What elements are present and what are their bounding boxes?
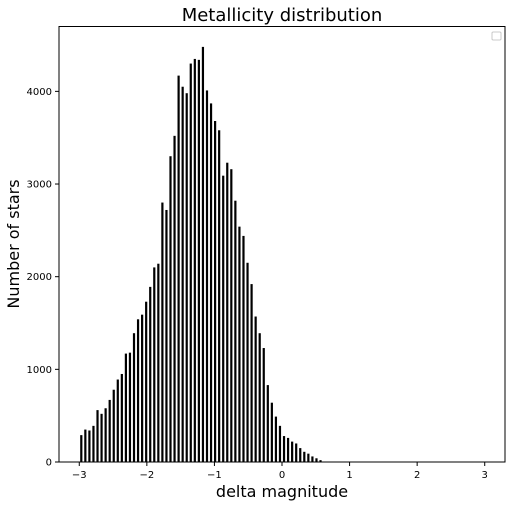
histogram-bar [230,169,233,462]
histogram-bar [214,121,217,462]
histogram-bar [299,448,302,462]
legend-box [491,31,502,41]
y-tick-label: 1000 [27,365,52,376]
histogram-bar [254,316,257,462]
histogram-bar [189,63,192,463]
histogram-bar [209,103,213,462]
histogram-bar [193,58,196,463]
x-axis-label: delta magnitude [216,482,348,501]
histogram-bar [116,379,119,462]
histogram-bar [169,156,172,462]
y-tick-label: 2000 [27,272,52,283]
histogram-bar [226,162,229,462]
histogram-bar [153,267,156,462]
histogram-bar [282,436,286,462]
x-tick-label: −2 [139,470,154,481]
y-axis: 0 1000 2000 3000 4000 [27,87,59,469]
histogram-bar [141,314,144,462]
histogram-bar [149,286,152,462]
x-tick-label: 3 [482,470,488,481]
histogram-bar [270,402,273,462]
histogram-bar [173,135,176,462]
histogram-bar [303,451,306,462]
histogram-bar [165,209,168,462]
histogram-bar [274,416,278,462]
histogram-bar [278,425,282,462]
histogram-bar [108,399,111,462]
histogram-bar [238,226,241,462]
histogram-bar [185,93,188,463]
x-tick-label: −3 [72,470,87,481]
histogram-bar [205,90,209,462]
histogram-bar [258,333,261,462]
histogram-bar [92,425,95,462]
histogram-bar [177,75,180,463]
x-tick-label: 1 [346,470,352,481]
histogram-bar [120,373,123,462]
histogram-bar [262,348,265,462]
x-tick-label: 2 [414,470,420,481]
histogram-bar [128,352,132,462]
histogram-bar [218,130,221,462]
histogram-bar [112,389,115,462]
chart-title: Metallicity distribution [182,5,383,26]
histogram-bar [307,453,310,462]
histogram-bar [96,410,99,462]
histogram-bar [161,202,164,463]
histogram-bar [295,443,298,462]
plot-frame [58,26,506,463]
histogram-bar [319,460,322,462]
y-axis-label: Number of stars [4,179,23,308]
histogram-bar [80,435,83,462]
bars-group [80,46,322,463]
histogram-bar [181,86,184,462]
histogram-bar [311,456,314,462]
y-tick-label: 0 [46,458,52,469]
histogram-bar [88,430,91,462]
histogram-bar [136,319,140,462]
histogram-bar [234,200,237,462]
x-tick-label: 0 [279,470,285,481]
histogram-bar [104,408,107,462]
x-axis: −3 −2 −1 0 1 2 3 [72,462,488,481]
histogram-bar [315,458,318,462]
y-tick-label: 4000 [27,87,52,98]
histogram-bar [84,429,87,462]
histogram-bar [124,353,127,462]
histogram-bar [157,263,160,462]
histogram-bar [201,46,205,462]
histogram-bar [222,175,225,462]
y-tick-label: 3000 [27,180,52,191]
histogram-bar [100,413,103,462]
histogram-bar [246,262,249,462]
x-tick-label: −1 [207,470,222,481]
histogram-bar [145,301,148,462]
histogram-bar [266,385,269,462]
histogram-bar [250,284,253,462]
histogram-bar [286,437,290,462]
histogram-bar [242,235,245,462]
histogram-bar [132,333,136,462]
histogram-bar [197,59,200,463]
histogram-bar [291,441,294,462]
